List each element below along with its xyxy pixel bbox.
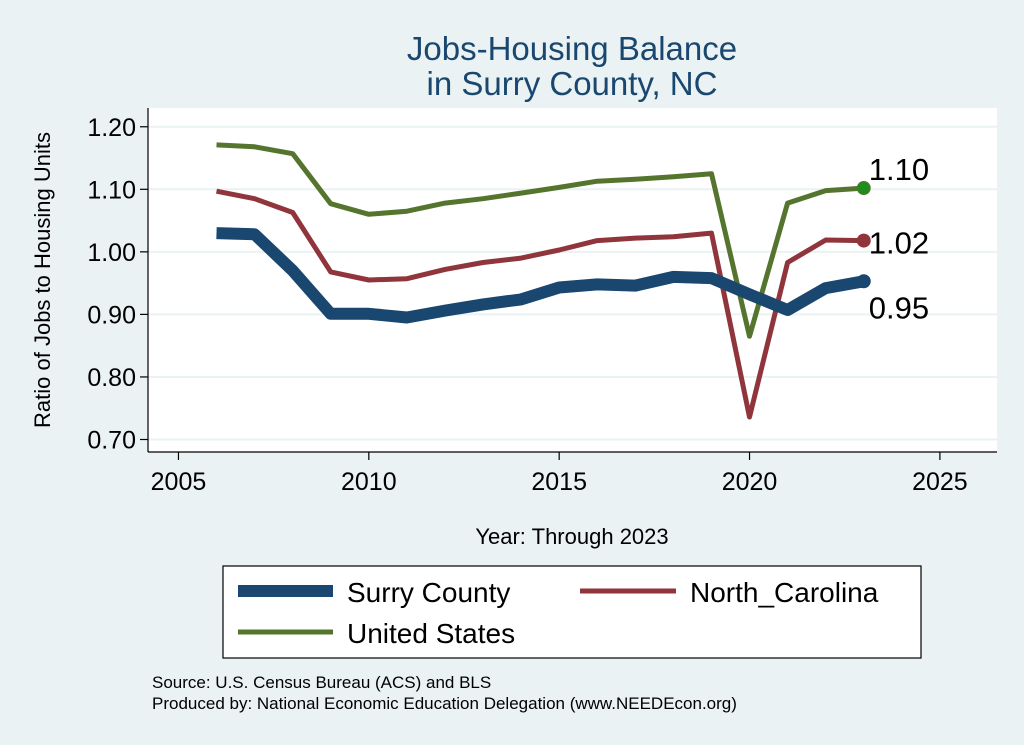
series: 1.10 1.02 0.95 [216,142,929,420]
gridlines [148,125,997,441]
end-point-surry-county [856,274,871,289]
legend-label-surry: Surry County [347,577,510,608]
y-tick-label: 0.70 [87,426,136,454]
x-tick-label: 2025 [912,468,968,496]
y-tick-label: 1.10 [87,176,136,204]
source-note: Source: U.S. Census Bureau (ACS) and BLS [152,673,491,692]
end-label-north-carolina: 1.02 [869,226,929,261]
legend-box [222,565,922,659]
legend-label-north-carolina: North_Carolina [690,577,879,608]
y-tick-label: 1.20 [87,114,136,142]
y-axis-ticks: 0.70 0.80 0.90 1.00 1.10 1.20 [87,114,148,454]
end-point-highlight-united-states [857,182,870,195]
x-axis-title: Year: Through 2023 [475,524,668,549]
chart-title-line-2: in Surry County, NC [427,65,718,102]
legend-label-united-states: United States [347,618,515,649]
x-tick-label: 2005 [151,468,207,496]
x-axis-ticks: 2005 2010 2015 2020 2025 [151,452,968,496]
y-axis-title: Ratio of Jobs to Housing Units [30,132,55,428]
series-line-surry-county [216,227,865,324]
x-tick-label: 2010 [341,468,397,496]
end-point-north-carolina [856,233,871,248]
end-label-surry-county: 0.95 [869,290,929,325]
y-tick-label: 0.90 [87,301,136,329]
series-line-united-states [216,142,864,339]
chart-title-line-1: Jobs-Housing Balance [407,30,737,67]
x-tick-label: 2020 [722,468,778,496]
y-tick-label: 1.00 [87,239,136,267]
y-tick-label: 0.80 [87,364,136,392]
end-label-united-states: 1.10 [869,152,929,187]
producer-note: Produced by: National Economic Education… [152,694,737,713]
series-line-north-carolina [216,188,864,420]
x-tick-label: 2015 [531,468,587,496]
